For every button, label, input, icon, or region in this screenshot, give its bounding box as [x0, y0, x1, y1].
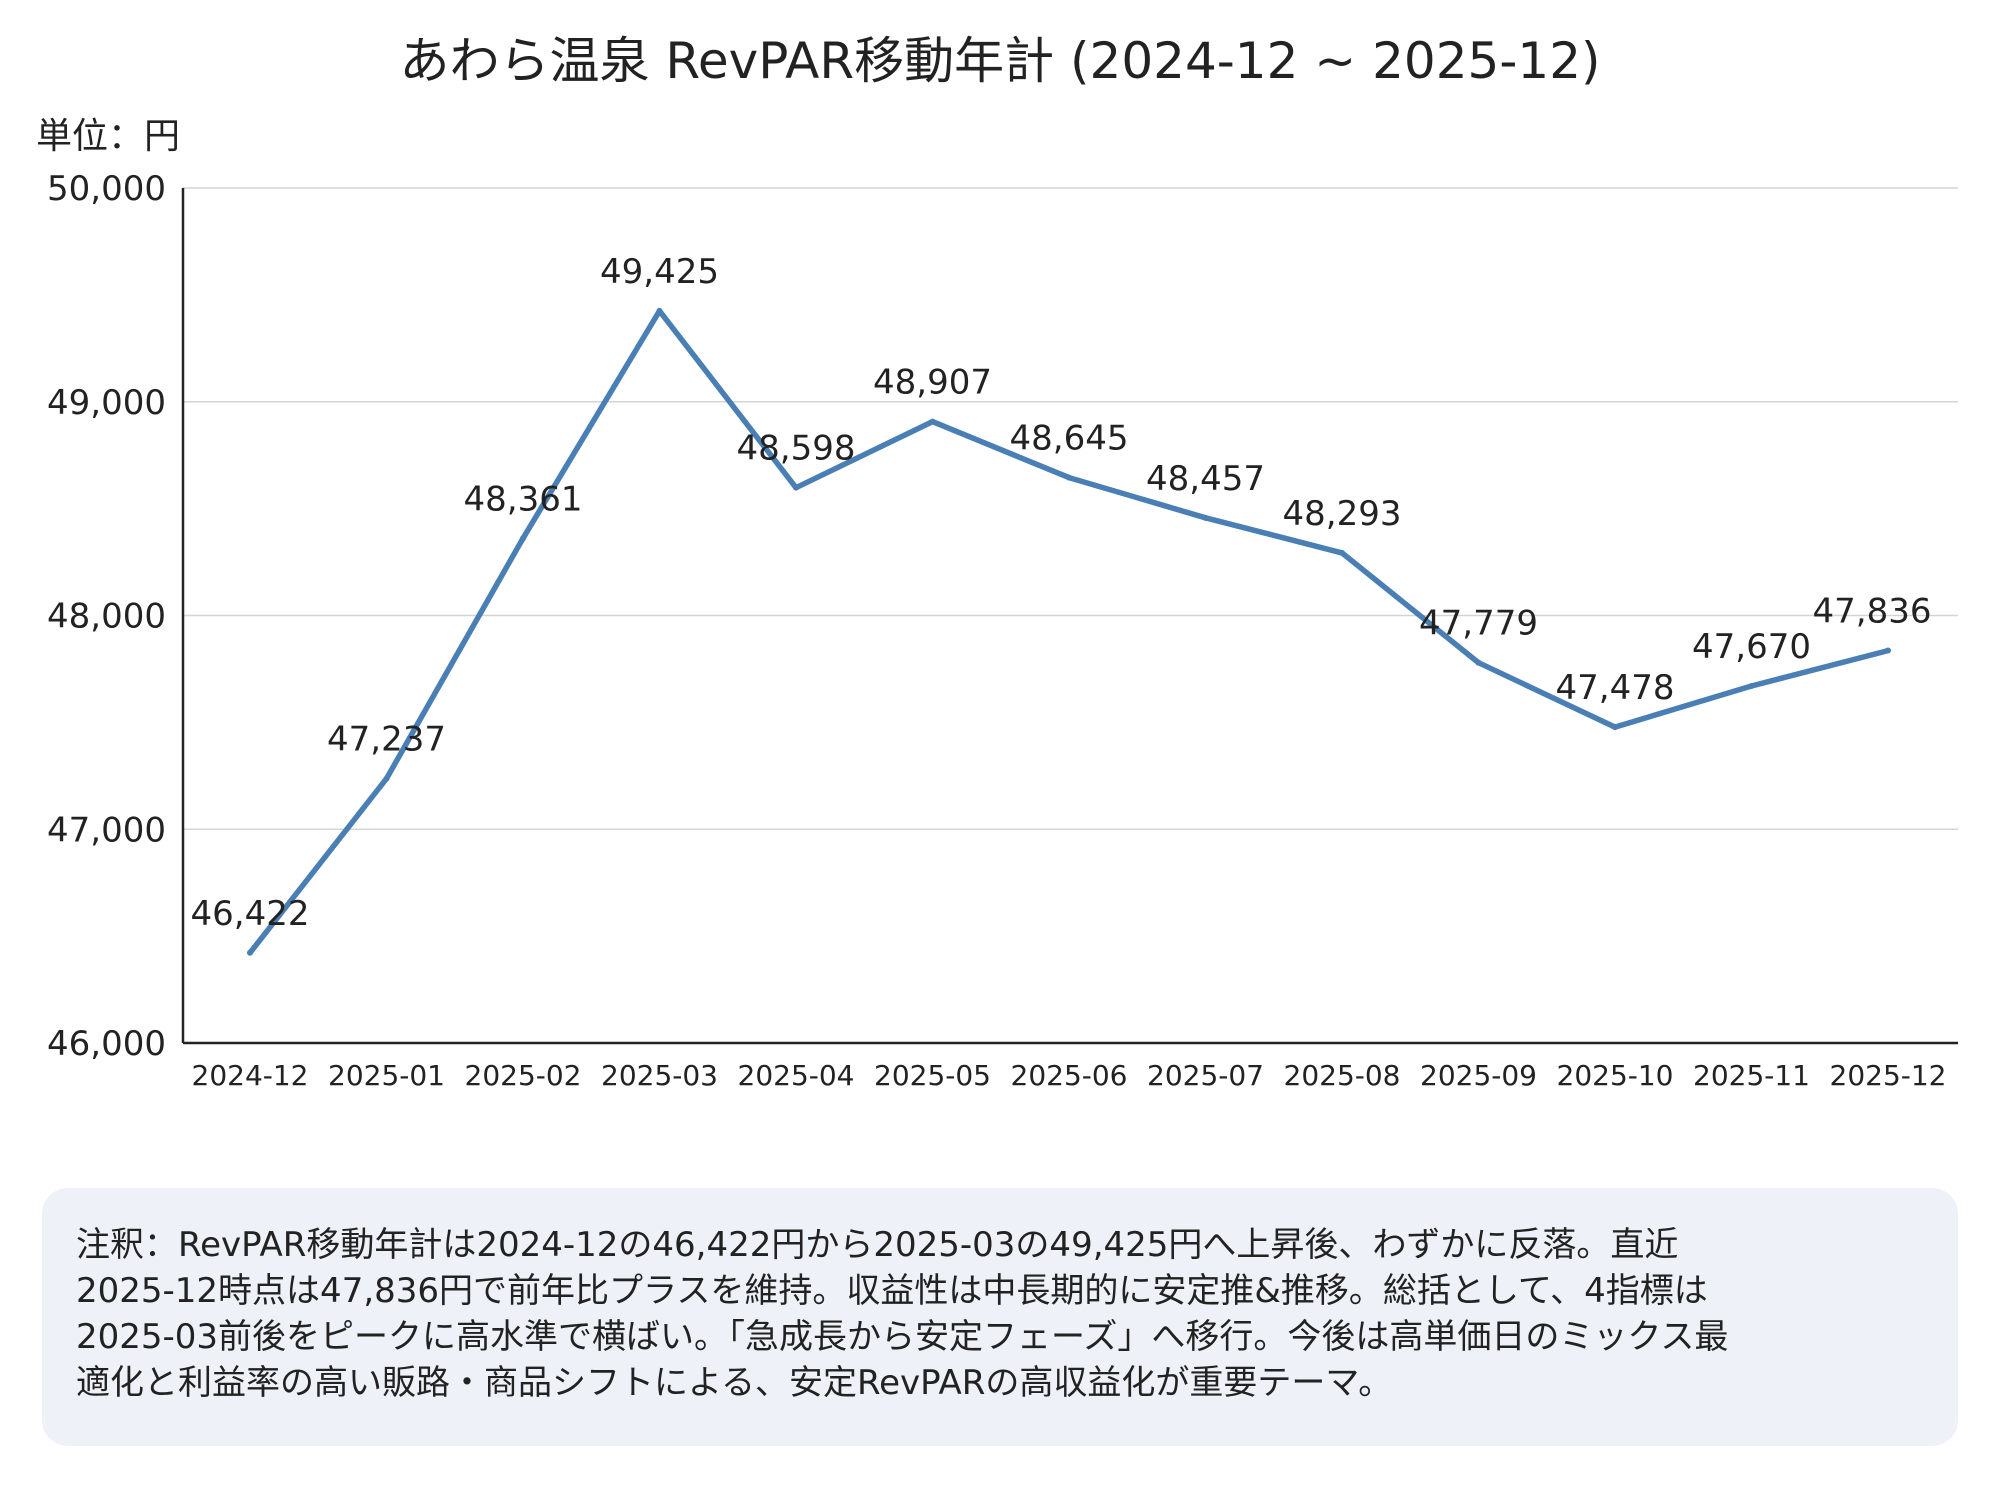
- data-point: [1339, 549, 1345, 556]
- annotation-text: 注釈：RevPAR移動年計は2024-12の46,422円から2025-03の4…: [76, 1225, 1729, 1403]
- annotation-box: 注釈：RevPAR移動年計は2024-12の46,422円から2025-03の4…: [42, 1188, 1958, 1446]
- y-tick-label: 47,000: [47, 810, 166, 850]
- y-tick-label: 50,000: [47, 169, 166, 209]
- data-labels: 46,422 47,237 48,361 49,425 48,598 48,907 48,6…: [191, 252, 1932, 934]
- data-point: [1612, 724, 1618, 731]
- x-tick-label: 2025-11: [1693, 1059, 1810, 1092]
- data-label: 47,478: [1556, 668, 1675, 708]
- data-label: 48,293: [1283, 494, 1402, 534]
- series-line: [247, 308, 1891, 956]
- axes: [181, 188, 1958, 1045]
- gridlines: [183, 187, 1958, 830]
- revpar-line-chart: あわら温泉 RevPAR移動年計 (2024-12 ~ 2025-12) 単位：…: [36, 32, 1958, 1092]
- x-tick-label: 2025-09: [1420, 1059, 1537, 1092]
- x-tick-label: 2025-05: [874, 1059, 991, 1092]
- data-label: 47,779: [1419, 604, 1538, 644]
- y-tick-label: 49,000: [47, 383, 166, 423]
- x-tick-label: 2025-10: [1557, 1059, 1674, 1092]
- x-tick-label: 2025-04: [738, 1059, 855, 1092]
- y-tick-label: 46,000: [47, 1024, 166, 1064]
- y-tick-label: 48,000: [47, 597, 166, 637]
- x-tick-label: 2025-08: [1284, 1059, 1401, 1092]
- data-point: [793, 484, 799, 491]
- data-label: 48,645: [1010, 419, 1129, 459]
- data-point: [247, 949, 253, 956]
- data-point: [383, 775, 390, 782]
- chart-title: あわら温泉 RevPAR移動年計 (2024-12 ~ 2025-12): [399, 32, 1600, 90]
- x-tick-label: 2025-06: [1011, 1059, 1128, 1092]
- data-point: [1885, 647, 1891, 654]
- data-label: 49,425: [600, 252, 719, 292]
- data-label: 48,457: [1146, 459, 1265, 499]
- series-group: [247, 307, 1891, 956]
- data-label: 48,907: [873, 363, 992, 403]
- data-label: 47,836: [1813, 592, 1932, 632]
- data-label: 48,598: [737, 429, 856, 469]
- data-point: [1748, 683, 1755, 690]
- data-label: 47,670: [1692, 627, 1811, 667]
- data-label: 47,237: [327, 720, 446, 760]
- y-axis-ticks: 46,000 47,000 48,000 49,000 50,000: [47, 169, 166, 1064]
- data-point: [1202, 514, 1209, 521]
- x-tick-label: 2025-02: [465, 1059, 582, 1092]
- data-point: [656, 307, 663, 314]
- x-axis-ticks: 2024-12 2025-01 2025-02 2025-03 2025-04 2025-…: [192, 1059, 1947, 1092]
- x-tick-label: 2024-12: [192, 1059, 309, 1092]
- data-point: [1475, 659, 1482, 666]
- x-tick-label: 2025-03: [601, 1059, 718, 1092]
- data-point: [929, 418, 936, 425]
- data-label: 46,422: [191, 894, 310, 934]
- data-point: [1066, 474, 1072, 481]
- unit-label: 単位：円: [36, 116, 180, 157]
- x-tick-label: 2025-12: [1830, 1059, 1947, 1092]
- data-label: 48,361: [464, 479, 583, 519]
- x-tick-label: 2025-01: [328, 1059, 445, 1092]
- x-tick-label: 2025-07: [1147, 1059, 1264, 1092]
- data-point: [520, 535, 526, 542]
